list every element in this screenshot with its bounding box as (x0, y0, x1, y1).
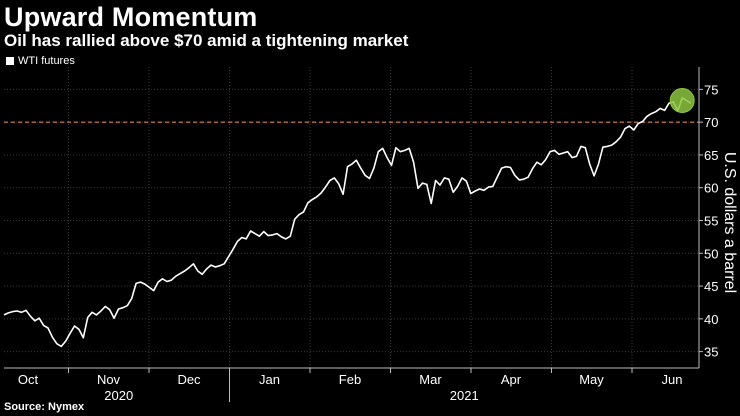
x-tick-label: Nov (97, 372, 121, 387)
y-tick-label: 35 (704, 345, 718, 360)
x-tick-label: Mar (419, 372, 442, 387)
y-tick-label: 45 (704, 279, 718, 294)
chart-legend: WTI futures (6, 55, 75, 67)
series-line-wti (3, 97, 692, 348)
year-label: 2021 (450, 388, 479, 403)
legend-label: WTI futures (18, 55, 75, 67)
y-tick-label: 50 (704, 246, 718, 261)
x-tick-label: Jun (662, 372, 683, 387)
y-tick-label: 60 (704, 181, 718, 196)
chart-source: Source: Nymex (4, 401, 85, 413)
x-tick-label: May (579, 372, 604, 387)
legend-swatch (6, 57, 14, 65)
x-tick-label: Apr (501, 372, 522, 387)
y-tick-label: 70 (704, 115, 718, 130)
y-tick-label: 40 (704, 312, 718, 327)
x-tick-label: Feb (339, 372, 361, 387)
y-axis-title: U.S. dollars a barrel (721, 152, 738, 293)
x-tick-label: Jan (259, 372, 280, 387)
y-tick-label: 65 (704, 148, 718, 163)
y-tick-label: 55 (704, 214, 718, 229)
chart-subtitle: Oil has rallied above $70 amid a tighten… (4, 31, 409, 50)
chart-title: Upward Momentum (4, 2, 258, 32)
x-tick-label: Oct (18, 372, 39, 387)
highlight-marker (669, 88, 695, 114)
x-tick-label: Dec (177, 372, 201, 387)
y-tick-label: 75 (704, 82, 718, 97)
year-label: 2020 (104, 388, 133, 403)
